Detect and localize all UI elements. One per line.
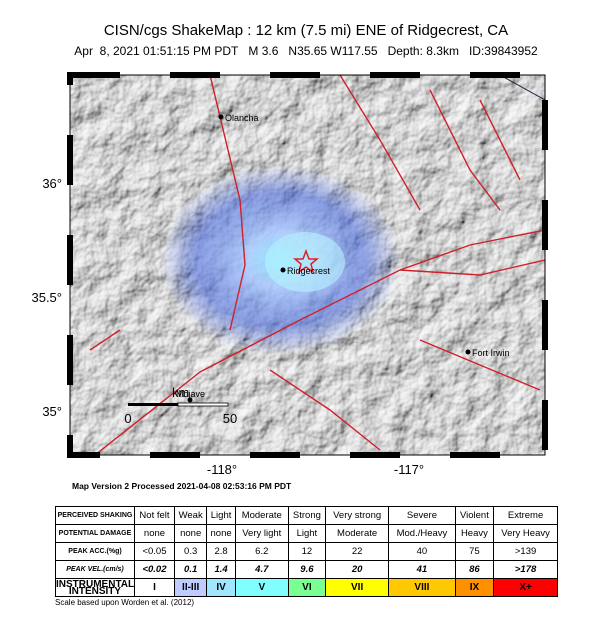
cell: Severe — [388, 506, 456, 525]
cell: Not felt — [133, 506, 176, 525]
epicenter — [292, 248, 320, 274]
cell: Moderate — [325, 524, 390, 543]
map: Olancha Ridgecrest Fort Irwin Mojave 0 5… — [31, 72, 548, 477]
cell: Violent — [454, 506, 495, 525]
cell: 1.4 — [206, 560, 236, 579]
cell: IV — [206, 578, 236, 597]
subtitle: Apr 8, 2021 01:51:15 PM PDT M 3.6 N35.65 W… — [0, 44, 612, 58]
cell: Extreme — [493, 506, 558, 525]
place: Fort Irwin — [472, 348, 510, 358]
lat-label: 36° — [42, 176, 62, 191]
row-label: PEAK VEL.(cm/s) — [55, 560, 135, 579]
cell: 0.3 — [173, 542, 208, 561]
cell: 20 — [325, 560, 390, 579]
detail: Depth: 8.3km — [387, 44, 459, 58]
lon-label: -118° — [207, 462, 237, 477]
cell: II-III — [173, 578, 208, 597]
cell: 2.8 — [206, 542, 236, 561]
place: Mojave — [176, 389, 205, 399]
table-row: PEAK ACC.(%g) <0.05 0.3 2.8 6.2 12 22 40 75 >139 — [55, 542, 558, 561]
cell: 75 — [454, 542, 495, 561]
lat-label: 35° — [42, 404, 62, 419]
table-row: POTENTIAL DAMAGE none none none Very light Li… — [55, 524, 558, 543]
cell: 40 — [388, 542, 456, 561]
cell: none — [206, 524, 236, 543]
cell: Very strong — [325, 506, 390, 525]
cell: IX — [454, 578, 495, 597]
table-row: PEAK VEL.(cm/s) <0.02 0.1 1.4 4.7 9.6 20 41 86 >1… — [55, 560, 558, 579]
title: CISN/cgs ShakeMap : 12 km (7.5 mi) ENE o… — [103, 22, 509, 39]
cell: >139 — [493, 542, 558, 561]
cell: Heavy — [454, 524, 495, 543]
scale-unit: km — [172, 385, 189, 400]
cell: VI — [287, 578, 327, 597]
cell: <0.05 — [133, 542, 176, 561]
place: Ridgecrest — [287, 266, 331, 276]
cell: Very light — [234, 524, 289, 543]
footer: Map Version 2 Processed 2021-04-08 02:53… — [72, 481, 292, 491]
faults — [89, 75, 545, 455]
cell: 41 — [388, 560, 456, 579]
cell: Mod./Heavy — [388, 524, 456, 543]
cell: Weak — [173, 506, 208, 525]
scale-bar: 0 50 km — [124, 385, 237, 426]
detail: ID:39843952 — [468, 44, 538, 58]
detail: M 3.6 — [248, 44, 279, 58]
lat-label: 35.5° — [31, 290, 62, 305]
row-label: PERCEIVED SHAKING — [55, 506, 135, 525]
cell: none — [133, 524, 176, 543]
lon-label: -117° — [394, 462, 424, 477]
table-row: INSTRUMENTAL INTENSITY I II-III IV V VI VII VII… — [55, 578, 558, 597]
detail: Apr 8, 2021 01:51:15 PM PDT — [74, 44, 239, 58]
cell: 4.7 — [234, 560, 289, 579]
cell: VII — [325, 578, 390, 597]
shaking-core — [265, 232, 345, 292]
intensity-table: PERCEIVED SHAKING Not felt Weak Light Modera… — [55, 506, 558, 597]
detail: N35.65 W117.55 — [288, 44, 378, 58]
cell: V — [234, 578, 289, 597]
scale-label: 0 — [124, 411, 131, 426]
cell: 22 — [325, 542, 390, 561]
cell: 6.2 — [234, 542, 289, 561]
cell: <0.02 — [133, 560, 176, 579]
cell: Very Heavy — [493, 524, 558, 543]
table-row: PERCEIVED SHAKING Not felt Weak Light Modera… — [55, 506, 558, 525]
cell: 9.6 — [287, 560, 327, 579]
cell: Moderate — [234, 506, 289, 525]
cell: VIII — [388, 578, 456, 597]
cell: Light — [287, 524, 327, 543]
scale-label: 50 — [223, 411, 237, 426]
place: Olancha — [225, 113, 259, 123]
row-label: INSTRUMENTAL INTENSITY — [55, 578, 135, 597]
row-label: POTENTIAL DAMAGE — [55, 524, 135, 543]
row-label: PEAK ACC.(%g) — [55, 542, 135, 561]
cell: I — [133, 578, 176, 597]
cell: 12 — [287, 542, 327, 561]
cell: 86 — [454, 560, 495, 579]
cell: X+ — [493, 578, 558, 597]
cell: Strong — [287, 506, 327, 525]
cell: 0.1 — [173, 560, 208, 579]
note: Scale based upon Worden et al. (2012) — [55, 598, 195, 607]
cell: none — [173, 524, 208, 543]
cell: Light — [206, 506, 236, 525]
cell: >178 — [493, 560, 558, 579]
